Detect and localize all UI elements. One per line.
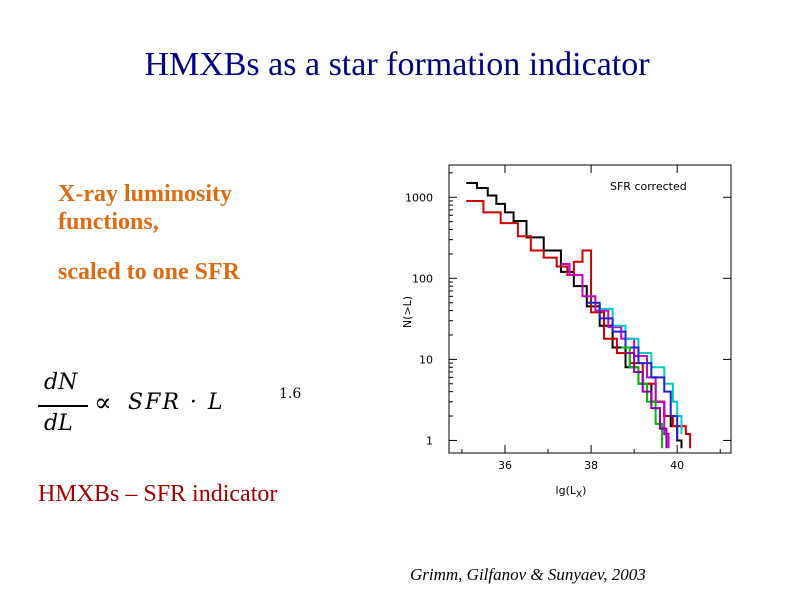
subtitle-text: X-ray luminosity functions, [58, 180, 232, 236]
series-lines [466, 181, 692, 449]
slide-title: HMXBs as a star formation indicator [144, 46, 650, 83]
x-tick-label: 40 [670, 459, 684, 472]
y-tick-label: 100 [412, 272, 433, 285]
subtitle-line-3: scaled to one SFR [58, 259, 240, 285]
y-tick-label: 1 [426, 434, 433, 447]
y-tick-label: 1000 [405, 191, 433, 204]
subtitle-line-2: functions, [58, 209, 159, 235]
x-tick-label: 36 [498, 459, 512, 472]
series-line [586, 301, 679, 441]
series-line [625, 351, 668, 449]
series-line [466, 181, 683, 449]
x-tick-label: 38 [584, 459, 598, 472]
subtitle-line-1: X-ray luminosity [58, 181, 232, 207]
proportional-symbol: ∝ [94, 388, 112, 418]
series-line [621, 346, 664, 449]
x-axis-label-end: ) [582, 484, 586, 497]
plot-frame [448, 164, 732, 454]
luminosity-function-chart: 36 38 40 1 10 100 1000 SFR corrected N(>L) lg(… [401, 164, 732, 500]
y-tick-label: 10 [419, 353, 433, 366]
formula-numerator: dN [44, 370, 78, 395]
x-axis-label-main: lg(L [556, 484, 577, 497]
series-line [560, 263, 670, 449]
axis-ticks: 36 38 40 1 10 100 1000 [405, 165, 731, 472]
formula-denominator: dL [44, 411, 73, 436]
y-axis-label: N(>L) [401, 296, 414, 328]
chart-annotation: SFR corrected [610, 180, 687, 193]
x-axis-label: lg(LX) [556, 484, 587, 500]
bottom-label: HMXBs – SFR indicator [38, 481, 278, 507]
formula-exponent: 1.6 [279, 386, 302, 402]
formula-rhs: SFR · L [128, 390, 225, 415]
formula: dN dL ∝ SFR · L 1.6 [38, 370, 328, 440]
x-axis-label-sub: X [576, 490, 582, 500]
fraction-bar [38, 405, 88, 407]
citation: Grimm, Gilfanov & Sunyaev, 2003 [410, 565, 646, 584]
